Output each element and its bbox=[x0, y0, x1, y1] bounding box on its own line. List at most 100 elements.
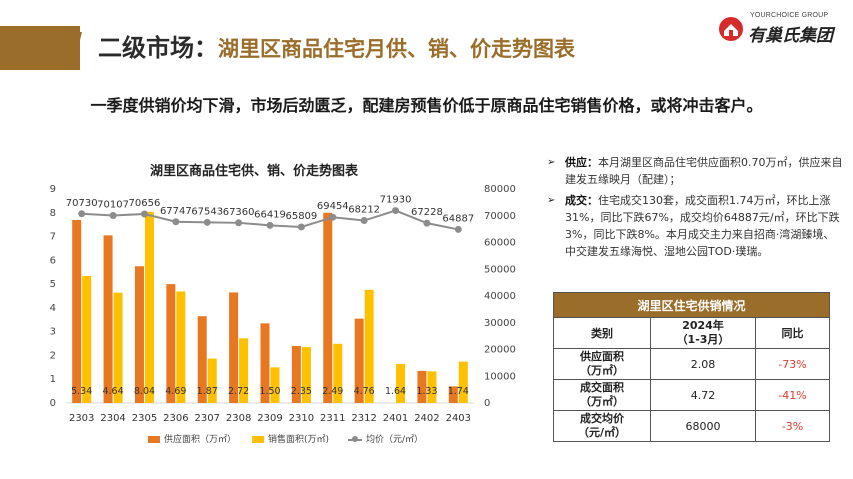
bullet-transaction-text: 住宅成交130套，成交面积1.74万㎡，环比上涨31%，同比下跌67%，成交均价… bbox=[565, 194, 840, 258]
bar-supply bbox=[291, 345, 301, 403]
bar-sales bbox=[176, 291, 186, 403]
price-data-label: 70107 bbox=[97, 199, 129, 210]
sales-data-label: 1.50 bbox=[259, 386, 280, 397]
table-title: 湖里区住宅供销情况 bbox=[553, 292, 830, 318]
sales-data-label: 4.69 bbox=[165, 386, 186, 397]
y-left-tick-label: 9 bbox=[50, 184, 56, 195]
price-data-label: 71930 bbox=[380, 195, 412, 206]
legend-label-supply: 供应面积（万㎡） bbox=[164, 435, 237, 445]
bar-sales bbox=[427, 371, 437, 403]
price-data-label: 70656 bbox=[129, 198, 161, 209]
price-point bbox=[360, 217, 368, 225]
page-title-main: 湖里区商品住宅月供、销、价走势图表 bbox=[218, 37, 575, 61]
y-right-tick-label: 50000 bbox=[484, 264, 516, 275]
x-tick-label: 2306 bbox=[163, 413, 188, 424]
table-cell-yoy: -41% bbox=[755, 379, 830, 411]
table-cell-value: 4.72 bbox=[650, 379, 756, 411]
x-tick-label: 2309 bbox=[257, 413, 282, 424]
x-tick-label: 2304 bbox=[100, 413, 125, 424]
legend-marker-price bbox=[352, 436, 358, 442]
header-stripes-decoration bbox=[56, 32, 82, 64]
table-row: 成交均价 （元/㎡） 68000 -3% bbox=[553, 410, 830, 442]
price-point bbox=[140, 210, 148, 218]
x-tick-label: 2308 bbox=[226, 413, 251, 424]
table-row: 供应面积 （万㎡） 2.08 -73% bbox=[553, 348, 830, 380]
price-point bbox=[423, 219, 431, 227]
price-data-label: 68212 bbox=[348, 205, 380, 216]
legend-label-price: 均价（元/㎡） bbox=[366, 435, 424, 445]
y-left-tick-label: 1 bbox=[50, 374, 56, 385]
y-left-tick-label: 6 bbox=[50, 255, 56, 266]
price-point bbox=[329, 213, 337, 221]
sales-data-label: 2.49 bbox=[322, 386, 343, 397]
price-data-label: 64887 bbox=[442, 213, 474, 224]
bar-supply bbox=[166, 284, 176, 403]
page-title: 二级市场：湖里区商品住宅月供、销、价走势图表 bbox=[98, 30, 575, 66]
bar-sales bbox=[207, 358, 217, 403]
market-commentary: ➢ 供应：本月湖里区商品住宅供应面积0.70万㎡，供应来自建发五缘映月（配建）；… bbox=[545, 154, 845, 264]
bullet-arrow-icon: ➢ bbox=[547, 157, 556, 168]
bar-supply bbox=[448, 386, 458, 403]
legend-label-sales: 销售面积(万㎡) bbox=[268, 435, 330, 445]
bar-supply bbox=[72, 219, 82, 403]
bar-sales bbox=[82, 276, 92, 403]
sales-data-label: 1.74 bbox=[448, 386, 469, 397]
legend-swatch-supply bbox=[148, 436, 160, 443]
y-right-tick-label: 0 bbox=[484, 398, 490, 409]
y-left-tick-label: 5 bbox=[50, 279, 56, 290]
price-point bbox=[266, 221, 274, 229]
price-point bbox=[392, 207, 400, 215]
sales-data-label: 2.35 bbox=[291, 386, 312, 397]
sales-data-label: 4.64 bbox=[102, 386, 123, 397]
headline-summary: 一季度供销价均下滑，市场后劲匮乏，配建房预售价低于原商品住宅销售价格，或将冲击客… bbox=[90, 96, 763, 115]
price-point bbox=[172, 218, 180, 226]
bar-sales bbox=[333, 343, 343, 403]
bar-sales bbox=[239, 338, 249, 403]
x-tick-label: 2402 bbox=[414, 413, 439, 424]
bar-supply bbox=[354, 318, 364, 403]
table-header-period: 2024年 （1-3月） bbox=[650, 317, 756, 349]
sales-data-label: 4.76 bbox=[354, 386, 375, 397]
x-tick-label: 2312 bbox=[351, 413, 376, 424]
y-left-tick-label: 0 bbox=[50, 398, 56, 409]
supply-sales-table: 湖里区住宅供销情况 类别 2024年 （1-3月） 同比 供应面积 （万㎡） 2… bbox=[553, 292, 830, 442]
price-data-label: 67543 bbox=[191, 206, 223, 217]
y-left-tick-label: 3 bbox=[50, 327, 56, 338]
price-point bbox=[454, 225, 462, 233]
table-cell-yoy: -3% bbox=[755, 410, 830, 442]
x-tick-label: 2311 bbox=[320, 413, 345, 424]
price-point bbox=[78, 210, 86, 218]
bar-sales bbox=[301, 347, 311, 403]
bullet-arrow-icon: ➢ bbox=[547, 195, 556, 206]
chart-title: 湖里区商品住宅供、销、价走势图表 bbox=[150, 164, 359, 179]
price-data-label: 67747 bbox=[160, 206, 192, 217]
price-point bbox=[203, 218, 211, 226]
logo-mark-icon bbox=[719, 17, 743, 41]
y-right-tick-label: 80000 bbox=[484, 184, 516, 195]
sales-data-label: 2.72 bbox=[228, 386, 249, 397]
bullet-supply: ➢ 供应：本月湖里区商品住宅供应面积0.70万㎡，供应来自建发五缘映月（配建）； bbox=[545, 154, 845, 188]
x-tick-label: 2307 bbox=[195, 413, 220, 424]
sales-data-label: 1.33 bbox=[416, 386, 437, 397]
y-left-tick-label: 7 bbox=[50, 232, 56, 243]
bar-supply bbox=[323, 212, 333, 403]
sales-data-label: 5.34 bbox=[71, 386, 92, 397]
bar-sales bbox=[113, 292, 123, 403]
price-point bbox=[235, 219, 243, 227]
table-header-yoy: 同比 bbox=[755, 317, 830, 349]
legend-swatch-sales bbox=[252, 436, 264, 443]
bar-sales bbox=[364, 289, 374, 403]
price-point bbox=[297, 223, 305, 231]
sales-data-label: 1.87 bbox=[197, 386, 218, 397]
x-tick-label: 2310 bbox=[289, 413, 314, 424]
page-title-prefix: 二级市场： bbox=[98, 34, 218, 62]
bar-sales bbox=[458, 361, 468, 403]
table-cell-category: 成交均价 （元/㎡） bbox=[553, 410, 651, 442]
sales-data-label: 8.04 bbox=[134, 386, 155, 397]
sales-data-label: 1.64 bbox=[385, 386, 406, 397]
bar-supply bbox=[417, 370, 427, 403]
y-right-tick-label: 40000 bbox=[484, 291, 516, 302]
y-left-tick-label: 8 bbox=[50, 208, 56, 219]
x-tick-label: 2403 bbox=[446, 413, 471, 424]
bullet-supply-label: 供应： bbox=[565, 156, 598, 169]
